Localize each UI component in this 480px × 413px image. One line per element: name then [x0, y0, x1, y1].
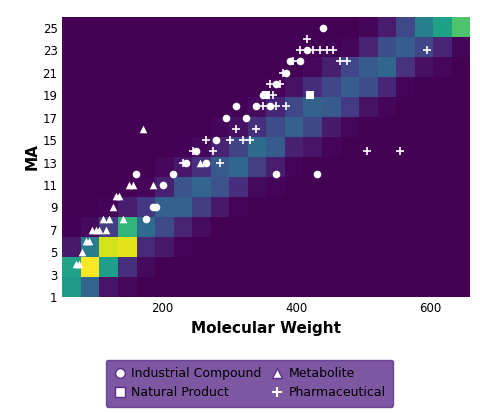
Point [266, 103, 274, 110]
Point [343, 58, 350, 65]
Point [303, 36, 311, 42]
Point [132, 171, 140, 177]
Point [266, 81, 274, 87]
Point [239, 137, 247, 143]
Point [142, 216, 150, 222]
Point [179, 159, 187, 166]
Point [263, 92, 270, 98]
Y-axis label: MA: MA [25, 143, 40, 171]
Point [192, 148, 200, 154]
Point [296, 47, 304, 54]
Point [99, 216, 107, 222]
Point [129, 182, 136, 188]
Point [276, 81, 284, 87]
Point [283, 103, 290, 110]
Legend: Industrial Compound, Natural Product, Metabolite, Pharmaceutical: Industrial Compound, Natural Product, Me… [106, 359, 393, 407]
Point [152, 204, 160, 211]
Point [273, 81, 280, 87]
Point [75, 260, 83, 267]
Point [279, 69, 287, 76]
Point [246, 137, 253, 143]
Point [396, 148, 404, 154]
Point [273, 171, 280, 177]
Point [259, 103, 267, 110]
Point [273, 103, 280, 110]
Point [313, 171, 321, 177]
Point [119, 216, 126, 222]
Point [232, 126, 240, 132]
Point [169, 171, 177, 177]
Point [283, 69, 290, 76]
Point [196, 159, 204, 166]
Point [252, 103, 260, 110]
Point [242, 114, 250, 121]
Point [96, 227, 103, 233]
Point [82, 238, 90, 244]
Point [232, 103, 240, 110]
Point [226, 137, 233, 143]
Point [115, 193, 123, 199]
Point [222, 114, 230, 121]
Point [79, 249, 86, 256]
Point [125, 182, 133, 188]
Point [72, 260, 80, 267]
Point [203, 137, 210, 143]
Point [296, 58, 304, 65]
Point [252, 126, 260, 132]
Point [269, 92, 277, 98]
Point [316, 47, 324, 54]
Point [363, 148, 371, 154]
Point [336, 58, 344, 65]
Point [139, 126, 146, 132]
Point [102, 227, 110, 233]
Point [149, 182, 156, 188]
Point [423, 47, 431, 54]
Point [310, 47, 317, 54]
Point [182, 159, 190, 166]
Point [85, 238, 93, 244]
Point [259, 92, 267, 98]
Point [106, 216, 113, 222]
Point [212, 137, 220, 143]
Point [286, 58, 294, 65]
Point [319, 24, 327, 31]
Point [323, 47, 330, 54]
Point [92, 227, 100, 233]
Point [303, 47, 311, 54]
Point [289, 58, 297, 65]
X-axis label: Molecular Weight: Molecular Weight [192, 321, 341, 336]
Point [329, 47, 337, 54]
Point [112, 193, 120, 199]
Point [209, 148, 217, 154]
Point [89, 227, 96, 233]
Point [216, 159, 223, 166]
Point [159, 182, 167, 188]
Point [263, 92, 270, 98]
Point [306, 92, 314, 98]
Point [109, 204, 117, 211]
Point [149, 204, 156, 211]
Point [189, 148, 197, 154]
Point [203, 159, 210, 166]
